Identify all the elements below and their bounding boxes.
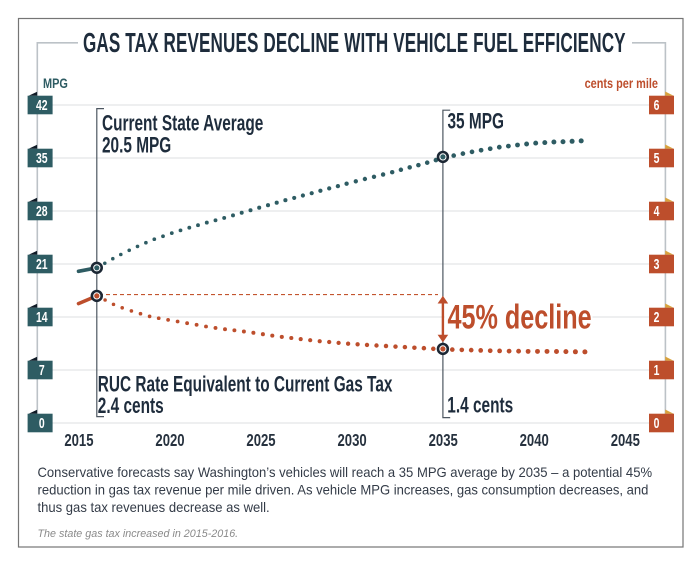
svg-text:reduction in gas tax revenue p: reduction in gas tax revenue per mile dr… [38, 482, 649, 497]
svg-text:14: 14 [36, 310, 48, 326]
svg-text:7: 7 [39, 363, 45, 379]
svg-text:5: 5 [654, 151, 660, 167]
svg-text:1.4 cents: 1.4 cents [447, 394, 513, 418]
svg-text:28: 28 [36, 204, 48, 220]
svg-text:35: 35 [36, 151, 48, 167]
svg-text:Conservative forecasts say Was: Conservative forecasts say Washington’s … [38, 465, 653, 480]
svg-text:thus gas tax revenues decrease: thus gas tax revenues decrease as well. [38, 500, 270, 515]
svg-text:21: 21 [36, 257, 48, 273]
svg-text:1: 1 [654, 363, 660, 379]
svg-text:35 MPG: 35 MPG [448, 110, 504, 134]
svg-text:42: 42 [36, 98, 48, 114]
svg-text:4: 4 [654, 204, 660, 220]
svg-text:cents per mile: cents per mile [585, 76, 658, 92]
svg-text:2040: 2040 [520, 431, 549, 450]
svg-text:Current State Average: Current State Average [102, 112, 263, 136]
svg-text:GAS TAX REVENUES DECLINE WITH: GAS TAX REVENUES DECLINE WITH VEHICLE FU… [83, 27, 626, 58]
svg-text:MPG: MPG [43, 76, 68, 92]
svg-text:2045: 2045 [611, 431, 641, 450]
svg-text:2: 2 [654, 310, 660, 326]
svg-text:2035: 2035 [429, 431, 459, 450]
svg-text:3: 3 [654, 257, 660, 273]
svg-text:0: 0 [654, 416, 660, 432]
svg-text:0: 0 [39, 416, 45, 432]
svg-text:2020: 2020 [155, 431, 184, 450]
svg-text:2.4 cents: 2.4 cents [98, 395, 164, 419]
svg-text:2015: 2015 [64, 431, 94, 450]
svg-text:2030: 2030 [338, 431, 367, 450]
svg-text:The state gas tax increased in: The state gas tax increased in 2015-2016… [38, 528, 239, 540]
svg-text:RUC Rate Equivalent to Current: RUC Rate Equivalent to Current Gas Tax [98, 373, 393, 397]
svg-text:20.5 MPG: 20.5 MPG [102, 134, 171, 158]
svg-text:6: 6 [654, 98, 660, 114]
svg-text:45% decline: 45% decline [448, 299, 592, 337]
svg-text:2025: 2025 [246, 431, 276, 450]
